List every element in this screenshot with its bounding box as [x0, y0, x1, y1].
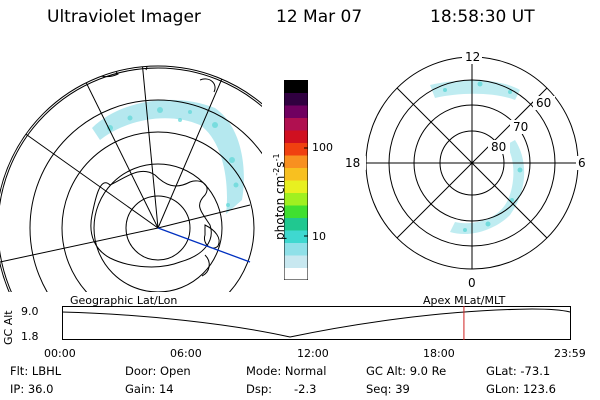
- colorbar-tick-10: 10: [312, 230, 326, 243]
- time-tick-1200: 12:00: [297, 347, 329, 360]
- mlt-label-18: 18: [345, 156, 361, 170]
- colorbar-segment: [284, 217, 308, 231]
- mode-label: Mode: Normal: [246, 364, 327, 378]
- gc-alt-tick-9: 9.0: [21, 305, 39, 318]
- glat-label: GLat: -73.1: [486, 364, 551, 378]
- colorbar-segment: [284, 267, 308, 280]
- aurora-emission: [92, 99, 244, 214]
- colorbar: [284, 80, 308, 280]
- colorbar-segment: [284, 92, 308, 106]
- gain-label: Gain: 14: [125, 382, 174, 396]
- time-tick-2359: 23:59: [554, 347, 586, 360]
- polar-mlt-lines: [366, 57, 578, 269]
- colorbar-tick-100: 100: [312, 141, 333, 154]
- door-label: Door: Open: [125, 364, 191, 378]
- mlat-label-60: 60: [536, 96, 552, 110]
- mlt-label-6: 6: [578, 156, 586, 170]
- colorbar-segment: [284, 105, 308, 118]
- altitude-curve: [62, 308, 571, 338]
- colorbar-segment: [284, 255, 308, 268]
- date-label: 12 Mar 07: [276, 7, 363, 27]
- colorbar-segment: [284, 155, 308, 168]
- gc-alt-axis-label: GC Alt: [2, 310, 15, 345]
- colorbar-segment: [284, 230, 308, 243]
- mlt-label-0: 0: [468, 276, 476, 290]
- colorbar-unit-label: photon cm-2s-1: [272, 153, 287, 240]
- glon-label: GLon: 123.6: [486, 382, 556, 396]
- colorbar-segment: [284, 117, 308, 131]
- geographic-map: [0, 65, 262, 292]
- dsp-label: Dsp:: [246, 382, 273, 396]
- time-tick-1800: 18:00: [423, 347, 455, 360]
- geographic-title: Geographic Lat/Lon: [70, 294, 178, 307]
- gc-alt-tick-1-8: 1.8: [21, 330, 39, 343]
- colorbar-segment: [284, 180, 308, 193]
- mlt-label-12: 12: [465, 50, 481, 64]
- app-title: Ultraviolet Imager: [47, 7, 201, 27]
- altitude-timeline: [62, 306, 571, 340]
- colorbar-segment: [284, 167, 308, 181]
- time-label: 18:58:30 UT: [430, 7, 535, 27]
- colorbar-segment: [284, 80, 308, 93]
- ip-label: IP: 36.0: [10, 382, 54, 396]
- gc-alt-label: GC Alt: 9.0 Re: [366, 364, 447, 378]
- colorbar-segment: [284, 130, 308, 143]
- apex-title: Apex MLat/MLT: [423, 294, 506, 307]
- filter-label: Flt: LBHL: [10, 364, 62, 378]
- noon-meridian-line: [157, 227, 251, 263]
- colorbar-segment: [284, 205, 308, 218]
- mlat-label-80: 80: [491, 140, 507, 154]
- magnetic-polar-plot: [342, 50, 588, 290]
- colorbar-segment: [284, 142, 308, 156]
- colorbar-segment: [284, 192, 308, 206]
- colorbar-segment: [284, 242, 308, 256]
- dsp-value: -2.3: [294, 382, 317, 396]
- mlat-label-70: 70: [513, 120, 529, 134]
- latitude-grid: [0, 67, 262, 292]
- sequence-label: Seq: 39: [366, 382, 410, 396]
- time-tick-0600: 06:00: [170, 347, 202, 360]
- time-tick-0000: 00:00: [44, 347, 76, 360]
